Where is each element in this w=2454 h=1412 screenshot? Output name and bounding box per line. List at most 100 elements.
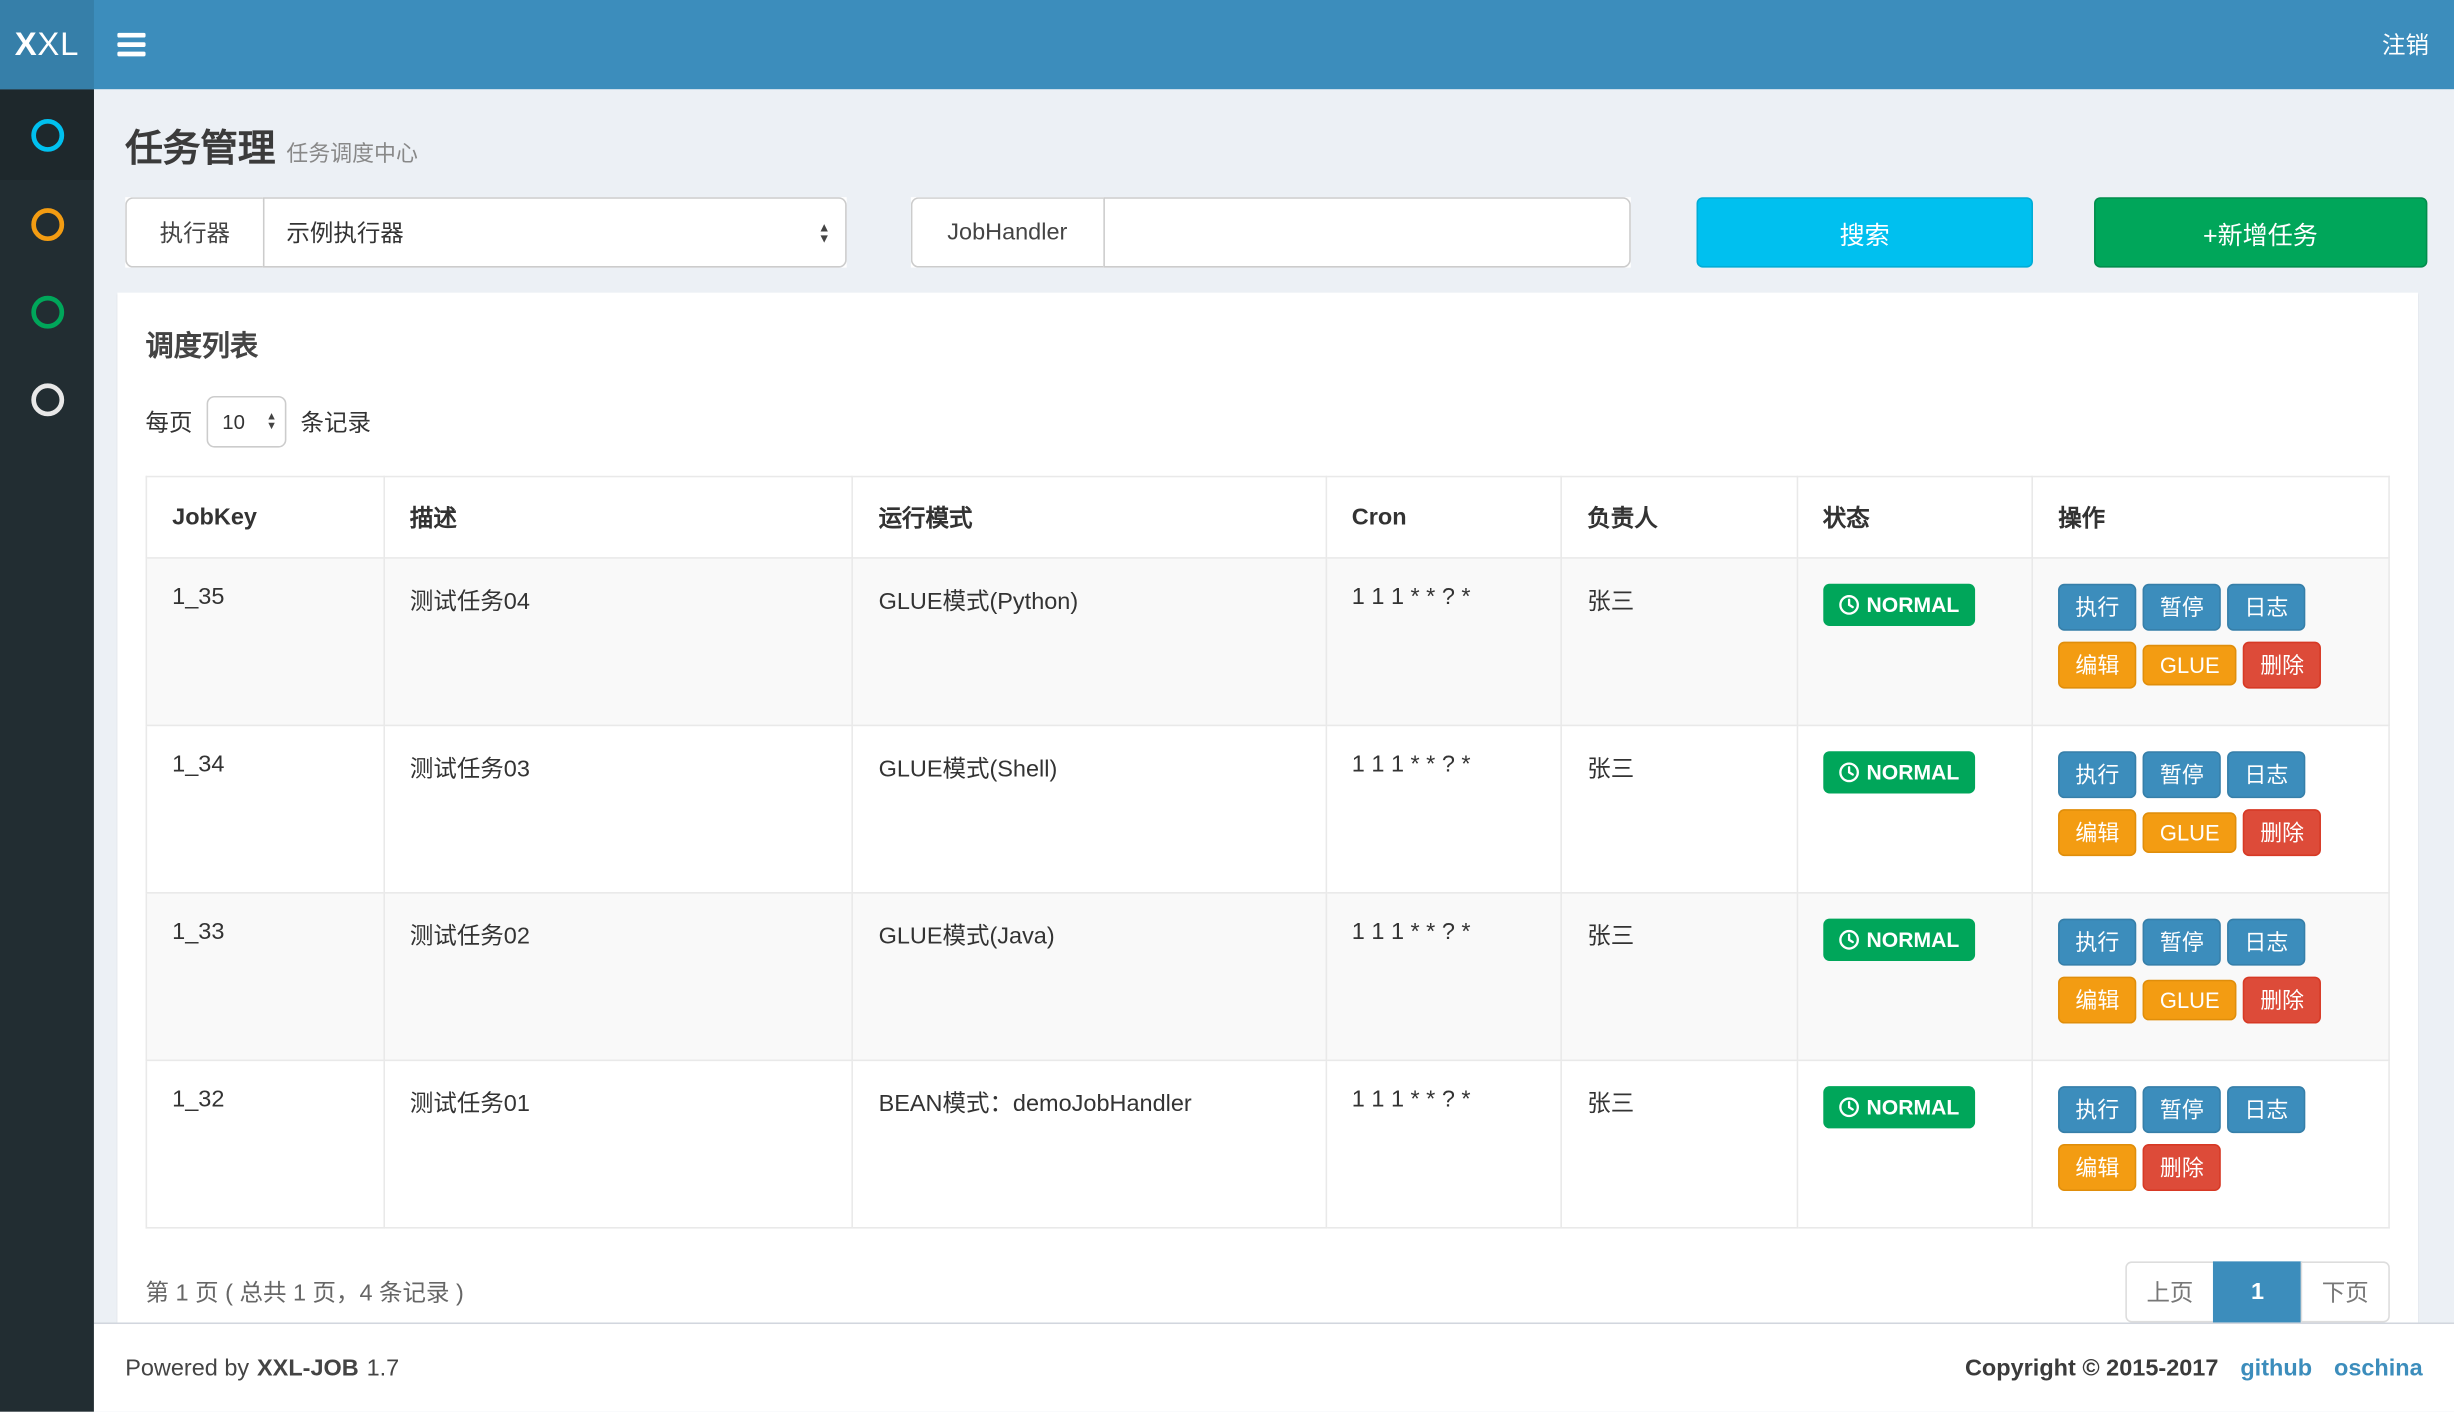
col-header-description: 描述 — [383, 475, 854, 559]
run-button[interactable]: 执行 — [2058, 751, 2137, 799]
page-subtitle: 任务调度中心 — [286, 140, 418, 166]
status-text: NORMAL — [1866, 593, 1960, 617]
cell-status: NORMAL — [1796, 1059, 2034, 1229]
col-header-mode: 运行模式 — [851, 475, 1327, 559]
cell-owner: 张三 — [1560, 892, 1798, 1062]
top-navbar: X XL 注销 — [0, 0, 2454, 90]
select-arrows-icon: ▲ ▼ — [266, 410, 278, 432]
run-button[interactable]: 执行 — [2058, 918, 2137, 966]
col-header-jobkey: JobKey — [145, 475, 385, 559]
cell-jobkey: 1_34 — [145, 724, 385, 894]
pause-button[interactable]: 暂停 — [2142, 751, 2221, 799]
table-row: 1_32 测试任务01 BEAN模式：demoJobHandler 1 1 1 … — [145, 1059, 2390, 1229]
github-link[interactable]: github — [2240, 1354, 2313, 1382]
cell-description: 测试任务03 — [383, 724, 854, 894]
powered-prefix: Powered by — [125, 1354, 250, 1382]
delete-button[interactable]: 删除 — [2243, 809, 2322, 857]
page-size-select[interactable]: 10 ▲ ▼ — [206, 395, 287, 448]
cell-actions: 执行 暂停 日志 编辑 GLUE 删除 — [2031, 557, 2390, 727]
log-button[interactable]: 日志 — [2227, 751, 2306, 799]
pagination-controls: 上页 1 下页 — [2125, 1261, 2390, 1323]
circle-outline-icon — [30, 118, 64, 152]
clock-icon — [1838, 1097, 1859, 1118]
sidebar-item-2[interactable] — [0, 180, 94, 268]
cell-description: 测试任务02 — [383, 892, 854, 1062]
col-header-status: 状态 — [1796, 475, 2034, 559]
cell-jobkey: 1_35 — [145, 557, 385, 727]
cell-status: NORMAL — [1796, 557, 2034, 727]
delete-button[interactable]: 删除 — [2243, 976, 2322, 1024]
status-badge: NORMAL — [1822, 751, 1975, 794]
delete-button[interactable]: 删除 — [2142, 1144, 2221, 1192]
cell-description: 测试任务04 — [383, 557, 854, 727]
circle-outline-icon — [30, 382, 64, 416]
sidebar-item-1[interactable] — [0, 89, 94, 180]
edit-button[interactable]: 编辑 — [2058, 809, 2137, 857]
edit-button[interactable]: 编辑 — [2058, 641, 2137, 689]
table-footer: 第 1 页 ( 总共 1 页，4 条记录 ) 上页 1 下页 — [146, 1261, 2390, 1323]
filter-toolbar: 执行器 示例执行器 ▲ ▼ JobHandler 搜索 +新增任务 — [125, 197, 2428, 268]
prev-page-button[interactable]: 上页 — [2125, 1261, 2215, 1323]
executor-selected-value: 示例执行器 — [286, 220, 404, 248]
log-button[interactable]: 日志 — [2227, 918, 2306, 966]
copyright-area: Copyright © 2015-2017 github oschina — [1965, 1355, 2423, 1382]
delete-button[interactable]: 删除 — [2243, 641, 2322, 689]
clock-icon — [1838, 595, 1859, 615]
cell-cron: 1 1 1 * * ? * — [1325, 1059, 1563, 1229]
logout-link[interactable]: 注销 — [2381, 32, 2429, 60]
main-content: 任务管理 任务调度中心 执行器 示例执行器 ▲ ▼ JobHandler 搜索 +新… — [93, 89, 2454, 1364]
status-text: NORMAL — [1866, 928, 1960, 952]
edit-button[interactable]: 编辑 — [2058, 1144, 2137, 1192]
panel-title: 调度列表 — [145, 330, 259, 362]
page-1-button[interactable]: 1 — [2212, 1261, 2303, 1323]
pause-button[interactable]: 暂停 — [2142, 1086, 2221, 1134]
circle-outline-icon — [30, 207, 64, 241]
log-button[interactable]: 日志 — [2227, 583, 2306, 631]
powered-by-text: Powered by XXL-JOB 1.7 — [125, 1355, 399, 1382]
clock-icon — [1838, 762, 1859, 783]
job-table: JobKey 描述 运行模式 Cron 负责人 状态 操作 1_35 测试任务0… — [145, 475, 2390, 1229]
table-header-row: JobKey 描述 运行模式 Cron 负责人 状态 操作 — [145, 475, 2390, 559]
logo-rest-text: XL — [37, 25, 80, 62]
clock-icon — [1838, 929, 1859, 950]
jobhandler-input[interactable] — [1102, 197, 1632, 268]
product-name: XXL-JOB — [257, 1354, 359, 1382]
next-page-button[interactable]: 下页 — [2300, 1261, 2390, 1323]
status-text: NORMAL — [1866, 760, 1960, 785]
pause-button[interactable]: 暂停 — [2142, 918, 2221, 966]
jobhandler-label: JobHandler — [910, 197, 1103, 268]
run-button[interactable]: 执行 — [2058, 1086, 2137, 1134]
jobhandler-filter-group: JobHandler — [910, 197, 1632, 268]
sidebar-item-3[interactable] — [0, 268, 94, 356]
sidebar-toggle-hamburger-icon[interactable] — [94, 0, 169, 89]
cell-actions: 执行 暂停 日志 编辑 删除 — [2031, 1059, 2390, 1229]
cell-actions: 执行 暂停 日志 编辑 GLUE 删除 — [2031, 724, 2390, 894]
executor-select[interactable]: 示例执行器 ▲ ▼ — [262, 197, 847, 268]
glue-button[interactable]: GLUE — [2142, 644, 2237, 686]
log-button[interactable]: 日志 — [2227, 1086, 2306, 1134]
content-header: 任务管理 任务调度中心 — [94, 89, 2454, 191]
page-footer: Powered by XXL-JOB 1.7 Copyright © 2015-… — [93, 1322, 2454, 1412]
cell-mode: GLUE模式(Java) — [851, 892, 1327, 1062]
cell-jobkey: 1_32 — [145, 1059, 385, 1229]
cell-owner: 张三 — [1560, 557, 1798, 727]
page-size-suffix: 条记录 — [300, 410, 371, 437]
pause-button[interactable]: 暂停 — [2142, 583, 2221, 631]
cell-description: 测试任务01 — [383, 1059, 854, 1229]
oschina-link[interactable]: oschina — [2333, 1354, 2423, 1382]
sidebar-item-4[interactable] — [0, 355, 94, 443]
cell-owner: 张三 — [1560, 724, 1798, 894]
status-badge: NORMAL — [1822, 583, 1975, 627]
glue-button[interactable]: GLUE — [2142, 979, 2237, 1021]
cell-actions: 执行 暂停 日志 编辑 GLUE 删除 — [2031, 892, 2390, 1062]
cell-mode: BEAN模式：demoJobHandler — [851, 1059, 1327, 1229]
glue-button[interactable]: GLUE — [2142, 812, 2237, 853]
product-version: 1.7 — [366, 1354, 400, 1382]
run-button[interactable]: 执行 — [2058, 583, 2137, 631]
add-job-button[interactable]: +新增任务 — [2093, 197, 2428, 268]
search-button[interactable]: 搜索 — [1696, 197, 2033, 268]
table-row: 1_33 测试任务02 GLUE模式(Java) 1 1 1 * * ? * 张… — [145, 892, 2390, 1062]
app-logo[interactable]: X XL — [0, 0, 94, 90]
edit-button[interactable]: 编辑 — [2058, 976, 2137, 1024]
